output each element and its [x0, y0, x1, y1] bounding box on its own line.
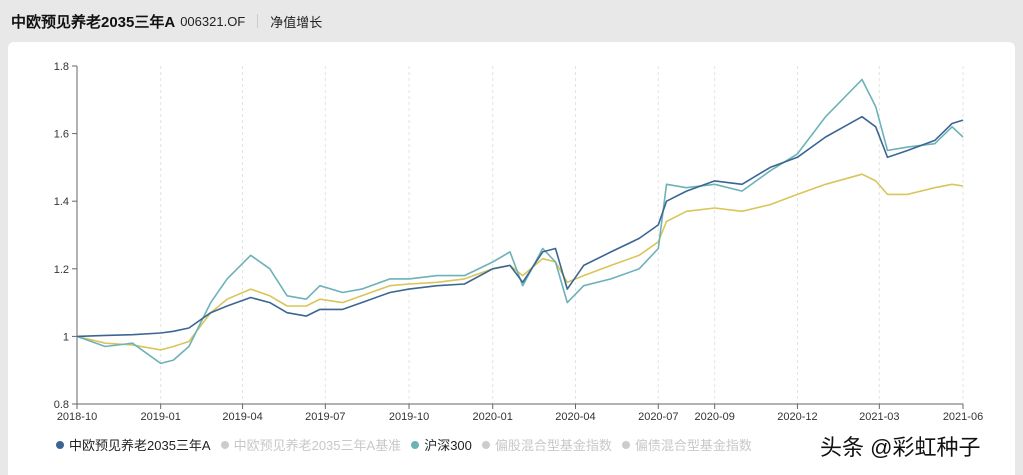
legend-item[interactable]: 沪深300	[411, 435, 472, 454]
fund-code: 006321.OF	[180, 13, 246, 29]
legend-dot-icon	[411, 440, 420, 449]
legend-label: 中欧预见养老2035三年A基准	[233, 438, 402, 453]
y-tick-label: 1.6	[54, 129, 69, 141]
x-tick-label: 2019-10	[389, 411, 429, 423]
x-tick-label: 2020-04	[555, 411, 595, 423]
watermark: 头条 @彩虹种子	[820, 435, 981, 460]
y-tick-label: 1.8	[54, 61, 69, 73]
legend: 中欧预见养老2035三年A 中欧预见养老2035三年A基准 沪深300 偏股混合型基金…	[56, 435, 762, 454]
x-tick-label: 2020-07	[638, 411, 678, 423]
y-tick-label: 1.2	[54, 264, 69, 276]
series-line-1	[76, 173, 964, 351]
x-tick-label: 2021-06	[943, 411, 983, 423]
legend-dot-icon	[621, 440, 630, 449]
legend-label: 沪深300	[424, 438, 472, 453]
x-tick-label: 2020-09	[694, 411, 734, 423]
x-tick-label: 2020-12	[777, 411, 817, 423]
legend-item[interactable]: 中欧预见养老2035三年A	[56, 435, 211, 454]
legend-item[interactable]: 偏股混合型基金指数	[481, 435, 612, 454]
legend-dot-icon	[56, 440, 64, 449]
legend-dot-icon	[481, 440, 490, 449]
header: 中欧预见养老2035三年A 006321.OF 净值增长	[0, 0, 1023, 42]
chart-card	[8, 42, 1015, 475]
legend-label: 偏债混合型基金指数	[634, 438, 752, 453]
x-tick-label: 2019-07	[305, 411, 345, 423]
fund-title: 中欧预见养老2035三年A	[11, 13, 176, 31]
x-tick-label: 2019-04	[222, 411, 262, 423]
tab-net-value-growth[interactable]: 净值增长	[270, 14, 323, 30]
y-tick-label: 0.8	[54, 399, 69, 411]
y-tick-label: 1.4	[54, 196, 69, 208]
x-tick-label: 2021-03	[859, 411, 899, 423]
legend-label: 中欧预见养老2035三年A	[69, 438, 211, 453]
legend-item[interactable]: 偏债混合型基金指数	[621, 435, 752, 454]
legend-dot-icon	[220, 440, 229, 449]
divider	[257, 14, 259, 28]
series-line-0	[76, 115, 964, 338]
legend-label: 偏股混合型基金指数	[494, 438, 612, 453]
legend-item[interactable]: 中欧预见养老2035三年A基准	[220, 435, 402, 454]
y-tick-label: 1	[63, 331, 69, 343]
x-tick-label: 2019-01	[141, 411, 181, 423]
x-tick-label: 2020-01	[473, 411, 513, 423]
series-line-2	[76, 78, 964, 365]
x-tick-label: 2018-10	[57, 411, 97, 423]
